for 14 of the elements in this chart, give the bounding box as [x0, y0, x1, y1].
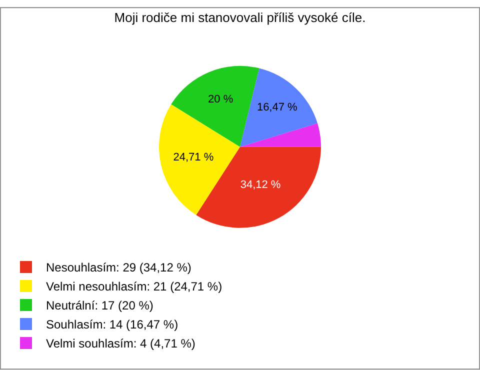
- data-label: 24,71 %: [173, 151, 214, 164]
- chart-title: Moji rodiče mi stanovovali příliš vysoké cíle.: [114, 10, 366, 26]
- pie-slice: [159, 104, 240, 215]
- data-label: 20 %: [208, 94, 234, 106]
- pie-slice: [240, 68, 318, 147]
- legend-label: Neutrální: 17 (20 %): [46, 298, 154, 313]
- legend-label: Velmi souhlasím: 4 (4,71 %): [46, 336, 196, 351]
- data-label: 34,12 %: [240, 178, 281, 191]
- data-label: 16,47 %: [256, 102, 298, 114]
- pie-slice: [171, 66, 260, 147]
- legend-label: Souhlasím: 14 (16,47 %): [46, 318, 178, 332]
- pie-slice: [240, 123, 321, 147]
- legend-label: Velmi nesouhlasím: 21 (24,71 %): [46, 280, 222, 294]
- legend-label: Nesouhlasím: 29 (34,12 %): [46, 260, 192, 275]
